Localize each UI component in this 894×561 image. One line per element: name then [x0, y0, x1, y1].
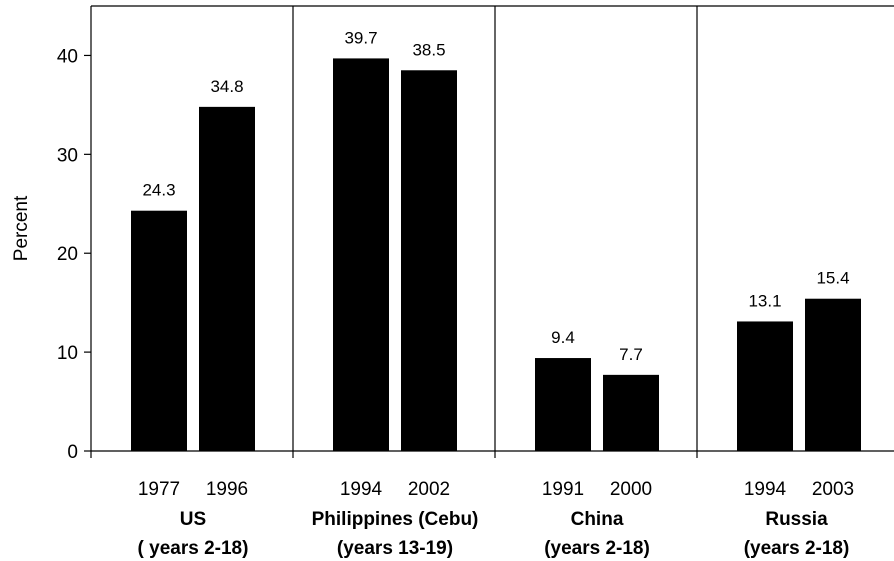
bar-value-label: 34.8	[210, 77, 243, 96]
group-subtitle-label: (years 2-18)	[744, 538, 850, 559]
bar	[401, 70, 457, 452]
bars	[131, 58, 861, 452]
year-label: 1977	[138, 479, 180, 500]
group-name-label: Russia	[765, 509, 828, 530]
group-subtitle-label: (years 2-18)	[544, 538, 650, 559]
year-label: 1991	[542, 479, 584, 500]
year-label: 1994	[744, 479, 787, 500]
group-subtitle-label: ( years 2-18)	[138, 538, 249, 559]
bar-value-label: 9.4	[551, 328, 575, 347]
bar-value-label: 38.5	[412, 40, 445, 59]
y-tick-label: 40	[57, 46, 78, 67]
bar-value-label: 13.1	[748, 291, 781, 310]
y-tick-label: 0	[67, 442, 78, 463]
year-label: 1994	[340, 479, 383, 500]
year-label: 2002	[408, 479, 450, 500]
bar-value-label: 24.3	[142, 181, 175, 200]
bar-value-label: 39.7	[344, 28, 377, 47]
y-tick-label: 10	[57, 343, 78, 364]
bar-value-label: 7.7	[619, 345, 643, 364]
bar	[131, 210, 187, 451]
year-label: 2000	[610, 479, 652, 500]
year-label: 1996	[206, 479, 248, 500]
bar	[603, 374, 659, 451]
bar	[535, 358, 591, 451]
y-tick-label: 30	[57, 145, 78, 166]
y-axis-title: Percent	[11, 195, 32, 261]
bar-value-label: 15.4	[816, 269, 849, 288]
group-name-label: China	[571, 509, 624, 530]
group-name-label: Philippines (Cebu)	[312, 509, 479, 530]
group-name-label: US	[180, 509, 206, 530]
bar	[333, 58, 389, 452]
bar	[737, 321, 793, 451]
bar	[805, 298, 861, 451]
bar	[199, 106, 255, 451]
y-tick-label: 20	[57, 244, 78, 265]
group-subtitle-label: (years 13-19)	[337, 538, 453, 559]
year-label: 2003	[812, 479, 854, 500]
